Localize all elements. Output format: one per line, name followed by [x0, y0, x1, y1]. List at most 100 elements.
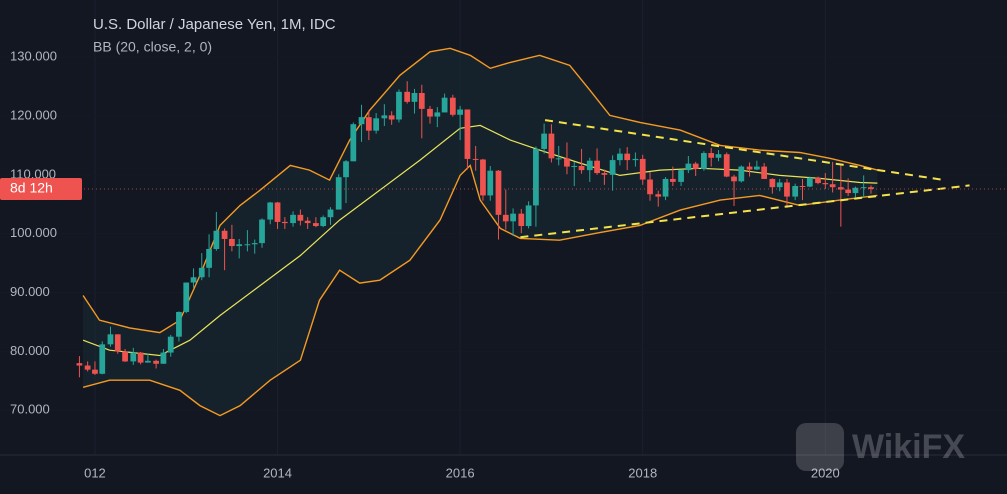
candle-body: [769, 178, 776, 188]
bollinger-upper: [82, 47, 878, 334]
candle-body: [221, 230, 228, 239]
band-fill: [83, 48, 878, 416]
candle-body: [662, 178, 669, 197]
candle-body: [304, 220, 311, 224]
candle-body: [784, 182, 790, 197]
candle-body: [464, 109, 471, 159]
candle-body: [617, 153, 623, 161]
candle-body: [518, 213, 525, 227]
y-tick-label: 90.000: [10, 284, 50, 299]
candle-body: [160, 352, 167, 364]
candle-body: [594, 160, 600, 174]
candle-body: [746, 166, 753, 170]
candle-body: [381, 115, 388, 119]
candle-body: [244, 244, 251, 246]
candle-body: [229, 238, 235, 247]
candle-body: [190, 277, 197, 283]
watermark: WikiFX: [852, 428, 965, 466]
candle-body: [845, 189, 852, 194]
candle-body: [533, 148, 539, 206]
candle-body: [99, 344, 106, 374]
candle-body: [723, 154, 730, 177]
candle-body: [84, 365, 91, 370]
candle-body: [130, 352, 137, 362]
candle-body: [731, 176, 737, 182]
candle-body: [601, 173, 608, 175]
candle-body: [647, 179, 653, 195]
y-tick-label: 110.000: [10, 166, 56, 181]
x-tick-label: 012: [84, 465, 106, 480]
candle-body: [632, 158, 639, 161]
candle-body: [343, 161, 349, 178]
watermark-icon: [796, 423, 844, 471]
candle-body: [639, 158, 646, 180]
candle-body: [411, 93, 418, 102]
candle-body: [655, 194, 662, 197]
candle-body: [418, 93, 425, 109]
candle-body: [350, 124, 357, 162]
candle-body: [251, 243, 258, 245]
candle-body: [609, 160, 616, 175]
candle-body: [373, 118, 380, 131]
candle-body: [799, 186, 806, 188]
candle-body: [206, 248, 212, 268]
candle-body: [829, 184, 836, 188]
candle-body: [236, 244, 243, 247]
candle-body: [404, 91, 411, 102]
candle-body: [525, 205, 532, 227]
candle-body: [259, 219, 265, 244]
candle-body: [578, 165, 585, 171]
candle-body: [396, 91, 402, 120]
candle-body: [669, 178, 676, 182]
candle-body: [274, 202, 281, 222]
candle-body: [145, 360, 151, 363]
y-tick-label: 80.000: [10, 343, 50, 358]
candle-body: [860, 187, 867, 189]
candle-body: [806, 177, 813, 187]
candle-body: [701, 153, 707, 169]
bollinger-basis: [82, 124, 878, 357]
candle-body: [388, 115, 395, 120]
chart-title: U.S. Dollar / Japanese Yen, 1M, IDC: [93, 16, 336, 33]
countdown-label: 8d 12h: [10, 180, 53, 196]
candle-body: [586, 160, 593, 171]
candle-body: [571, 165, 578, 167]
candle-body: [427, 108, 433, 117]
candle-body: [868, 187, 874, 189]
candle-body: [502, 214, 509, 222]
candle-body: [137, 352, 144, 363]
candle-body: [365, 117, 372, 131]
candle-body: [281, 221, 288, 224]
candle-body: [320, 217, 327, 227]
candle-body: [753, 166, 760, 170]
candle-body: [457, 109, 464, 115]
candle-body: [761, 166, 768, 179]
candle-body: [822, 183, 829, 185]
candle-body: [441, 97, 448, 113]
candle-body: [327, 209, 334, 218]
candle-body: [449, 97, 456, 115]
trend-line: [520, 184, 970, 239]
indicator-label: BB (20, close, 2, 0): [93, 39, 212, 55]
candle-body: [564, 158, 570, 167]
x-tick-label: 2018: [628, 465, 657, 480]
candle-body: [852, 187, 859, 194]
candle-body: [290, 214, 296, 224]
candle-body: [213, 230, 220, 249]
candle-body: [183, 282, 190, 312]
candle-body: [776, 182, 783, 188]
candle-body: [92, 369, 98, 374]
candle-body: [267, 202, 274, 220]
candle-body: [685, 163, 692, 171]
candle-body: [358, 117, 365, 125]
y-tick-label: 70.000: [10, 402, 50, 417]
candle-body: [738, 166, 745, 182]
candle-body: [715, 154, 722, 158]
candle-body: [297, 214, 304, 221]
candle-body: [472, 158, 479, 160]
candle-body: [114, 334, 121, 352]
y-tick-label: 120.000: [10, 107, 57, 122]
candle-body: [495, 170, 502, 215]
countdown-box: [0, 177, 82, 200]
